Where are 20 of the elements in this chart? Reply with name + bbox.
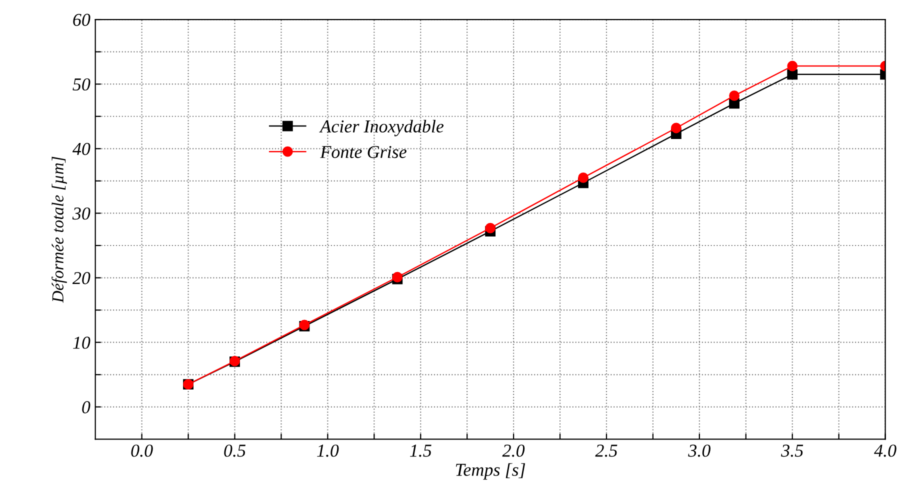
x-tick-label: 1.5 [410,444,432,457]
legend-label: Acier Inoxydable [319,120,444,136]
y-tick-label: 30 [72,207,90,220]
x-tick-label: 2.0 [502,444,525,457]
x-tick-label: 3.0 [688,444,710,457]
y-tick-label: 40 [72,142,90,156]
y-tick-label: 60 [73,14,90,26]
legend-label: Fonte Grise [320,146,406,158]
y-tick-label: 20 [72,272,90,284]
x-axis-title: Temps [s] [456,463,526,480]
x-tick-label: 1.0 [317,444,339,457]
y-tick-label: 10 [73,336,90,349]
y-tick-label: 0 [82,401,90,414]
x-tick-label: 0.5 [224,444,246,457]
y-tick-label: 50 [72,78,90,91]
x-tick-label: 0.0 [131,444,153,457]
x-tick-label: 4.0 [874,444,896,457]
x-tick-label: 3.5 [781,444,804,457]
y-axis-title: Déformée totale [µm] [52,156,67,303]
x-tick-label: 2.5 [595,444,618,457]
